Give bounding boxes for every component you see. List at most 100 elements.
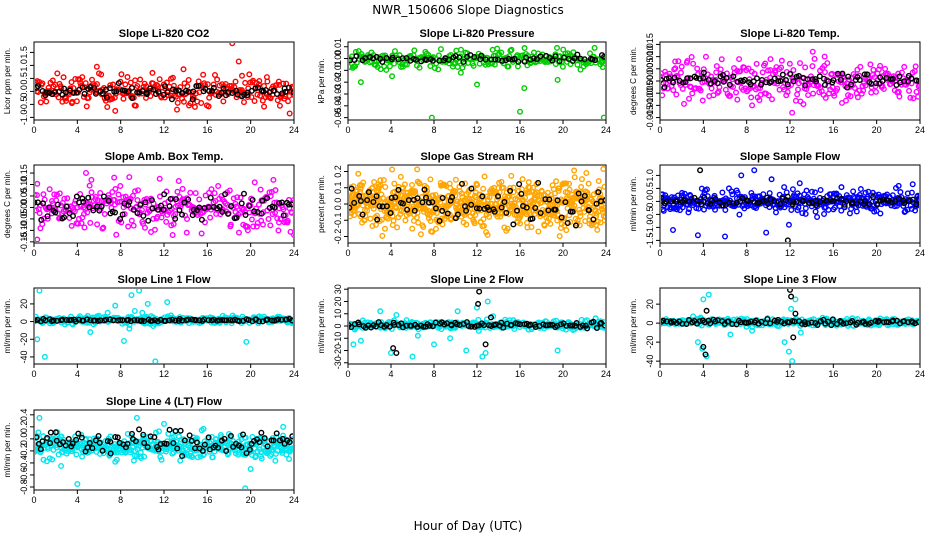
data-point	[900, 202, 907, 209]
data-point	[723, 74, 730, 81]
x-tick-label: 0	[31, 495, 36, 505]
data-point	[53, 437, 60, 444]
data-point	[180, 66, 187, 73]
x-tick-label: 0	[345, 248, 350, 258]
data-point	[472, 212, 479, 219]
data-point	[60, 436, 67, 443]
data-point	[601, 217, 605, 224]
data-point	[572, 222, 579, 229]
data-point	[364, 197, 371, 204]
data-point	[802, 205, 809, 212]
data-point	[259, 97, 266, 104]
data-point	[80, 198, 87, 205]
data-point	[913, 77, 919, 84]
data-point	[87, 329, 94, 336]
data-point	[697, 87, 704, 94]
data-point	[784, 237, 791, 242]
data-point	[223, 448, 230, 455]
data-point	[117, 182, 124, 189]
data-point	[137, 76, 144, 83]
data-point	[501, 198, 508, 205]
data-point	[106, 85, 113, 92]
data-point	[861, 71, 868, 78]
data-point	[288, 201, 293, 208]
x-tick-label: 16	[515, 248, 525, 258]
data-point	[756, 97, 763, 104]
x-tick-label: 20	[246, 369, 256, 379]
data-point	[95, 433, 102, 440]
data-point	[541, 222, 548, 229]
data-point	[97, 189, 104, 196]
data-point	[432, 225, 439, 232]
data-point	[882, 65, 889, 72]
data-point	[186, 432, 193, 439]
data-point	[391, 180, 398, 187]
data-point	[537, 53, 544, 60]
data-point	[554, 197, 561, 204]
data-point	[265, 216, 272, 223]
data-point	[154, 318, 161, 325]
x-tick-label: 4	[701, 369, 706, 379]
data-point	[460, 58, 467, 65]
data-point	[241, 190, 248, 197]
data-point	[853, 208, 860, 215]
data-point	[719, 202, 726, 209]
data-point	[404, 206, 411, 213]
data-point	[872, 83, 879, 90]
data-point	[521, 45, 528, 52]
data-point	[749, 192, 756, 199]
data-point	[747, 81, 754, 88]
data-point	[112, 209, 119, 216]
data-point	[445, 56, 452, 63]
data-point	[194, 454, 201, 461]
data-point	[107, 450, 114, 457]
data-point	[571, 174, 578, 181]
data-point	[771, 198, 778, 205]
data-point	[369, 184, 376, 191]
data-point	[757, 85, 764, 92]
data-point	[275, 316, 282, 323]
data-point	[35, 199, 41, 206]
data-point	[173, 106, 180, 113]
data-point	[768, 176, 775, 183]
data-point	[675, 58, 682, 65]
data-point	[73, 451, 80, 458]
data-point	[693, 74, 700, 81]
y-tick-label: 0.0	[333, 198, 343, 211]
data-point	[686, 198, 693, 205]
x-tick-label: 16	[202, 369, 212, 379]
data-point	[545, 207, 552, 214]
data-point	[916, 78, 919, 85]
data-point	[158, 456, 165, 463]
data-point	[156, 428, 163, 435]
data-point	[191, 103, 198, 110]
data-point	[809, 48, 816, 55]
data-point	[772, 209, 779, 216]
data-point	[52, 429, 59, 436]
data-point	[696, 75, 703, 82]
data-point	[435, 66, 442, 73]
data-point	[471, 53, 478, 60]
data-point	[132, 188, 139, 195]
data-point	[916, 196, 919, 203]
y-tick-label: -0.5	[19, 97, 29, 113]
data-point	[661, 207, 667, 214]
data-point	[809, 63, 816, 70]
data-point	[100, 224, 107, 231]
data-point	[699, 97, 706, 104]
x-tick-label: 16	[515, 125, 525, 135]
data-point	[379, 232, 386, 239]
data-point	[107, 438, 114, 445]
data-point	[423, 194, 430, 201]
x-tick-label: 20	[872, 125, 882, 135]
data-point	[256, 439, 263, 446]
data-point	[556, 233, 563, 240]
data-point	[584, 325, 591, 332]
data-point	[802, 321, 809, 328]
data-point	[94, 317, 101, 324]
data-point	[698, 201, 705, 208]
data-point	[283, 451, 290, 458]
data-point	[89, 445, 96, 452]
data-point	[521, 85, 528, 92]
data-point	[207, 214, 214, 221]
